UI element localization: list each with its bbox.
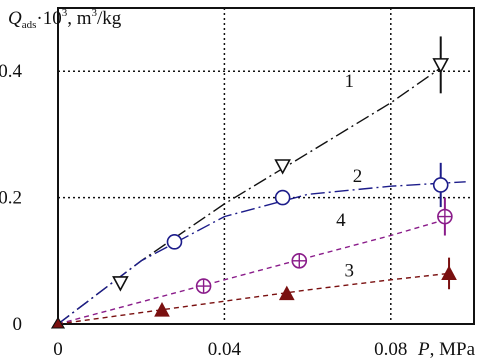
series-label-3: 3 [344, 261, 354, 282]
series-1-point-2 [274, 159, 291, 175]
series-label-1: 1 [344, 71, 354, 92]
series-2-point-3 [432, 177, 449, 193]
series-4-point-2 [291, 252, 308, 269]
series-3-point-2 [278, 285, 295, 301]
x-tick-label-0: 0 [53, 339, 63, 360]
grid [58, 8, 474, 324]
x-tick-label-2: 0.08 [374, 339, 407, 360]
series-4-curve [57, 219, 446, 325]
y-tick-label-2: 0.4 [0, 61, 23, 82]
plot-frame [57, 7, 475, 325]
series-3-point-1 [154, 302, 170, 317]
series-4-point-1 [195, 278, 212, 294]
series-1-point-1 [112, 276, 129, 292]
y-tick-label-1: 0.2 [0, 188, 22, 209]
series-3-point-0 [51, 317, 65, 329]
series-annotations: 1 2 4 3 [336, 71, 362, 282]
y-axis-label: Qads·103, m3/kg [8, 7, 122, 31]
series-1-point-3 [432, 58, 450, 74]
series-label-2: 2 [353, 166, 363, 187]
series-2-point-1 [166, 234, 183, 250]
error-bars [439, 36, 451, 290]
y-tick-label-0: 0 [13, 314, 23, 335]
series-label-4: 4 [336, 210, 346, 231]
series-3-point-3 [441, 265, 457, 280]
series-markers [51, 58, 457, 329]
series-curves [57, 67, 466, 325]
series-3-curve [57, 272, 450, 325]
series-1-curve [57, 67, 442, 325]
x-tick-label-1: 0.04 [208, 339, 242, 360]
x-axis-label: P, MPa [417, 339, 476, 360]
series-2-point-2 [274, 189, 291, 206]
series-4-point-3 [437, 208, 453, 225]
tick-labels: 0 0.04 0.08 0 0.2 0.4 [0, 61, 407, 360]
series-2-curve [57, 181, 466, 325]
